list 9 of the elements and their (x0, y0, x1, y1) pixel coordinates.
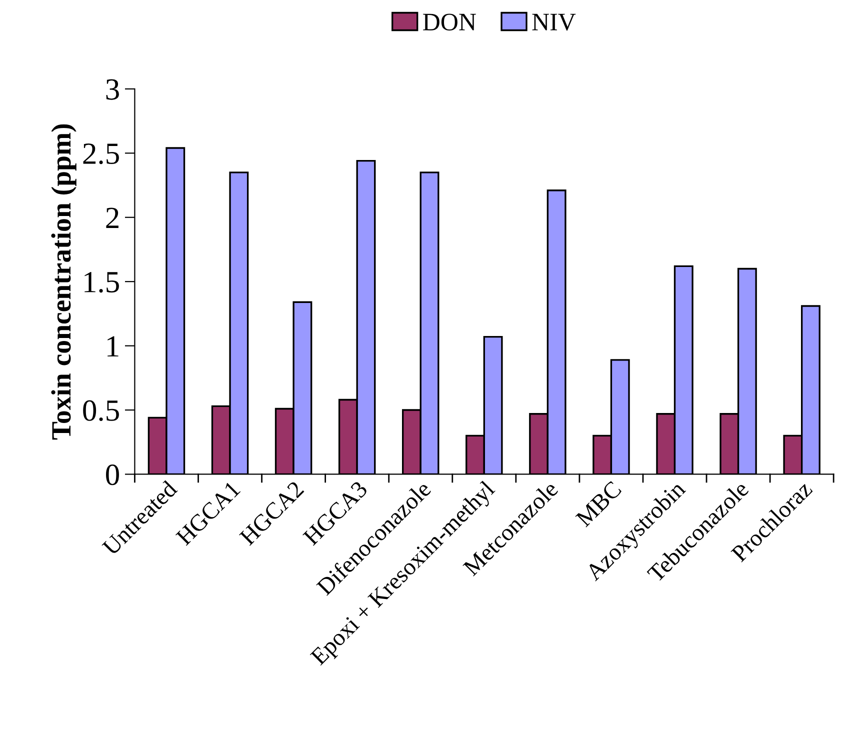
legend-label: NIV (532, 14, 576, 31)
y-axis-title: Toxin concentration (ppm) (51, 124, 76, 440)
y-tick-label: 2 (106, 208, 118, 228)
y-tick-label: 3 (106, 79, 119, 100)
y-tick-label: 2.5 (83, 144, 119, 164)
legend-label: DON (423, 14, 476, 31)
y-tick-label: 0.5 (83, 400, 119, 422)
y-tick-label: 1 (108, 336, 118, 356)
y-tick-label: 1.5 (84, 272, 119, 293)
